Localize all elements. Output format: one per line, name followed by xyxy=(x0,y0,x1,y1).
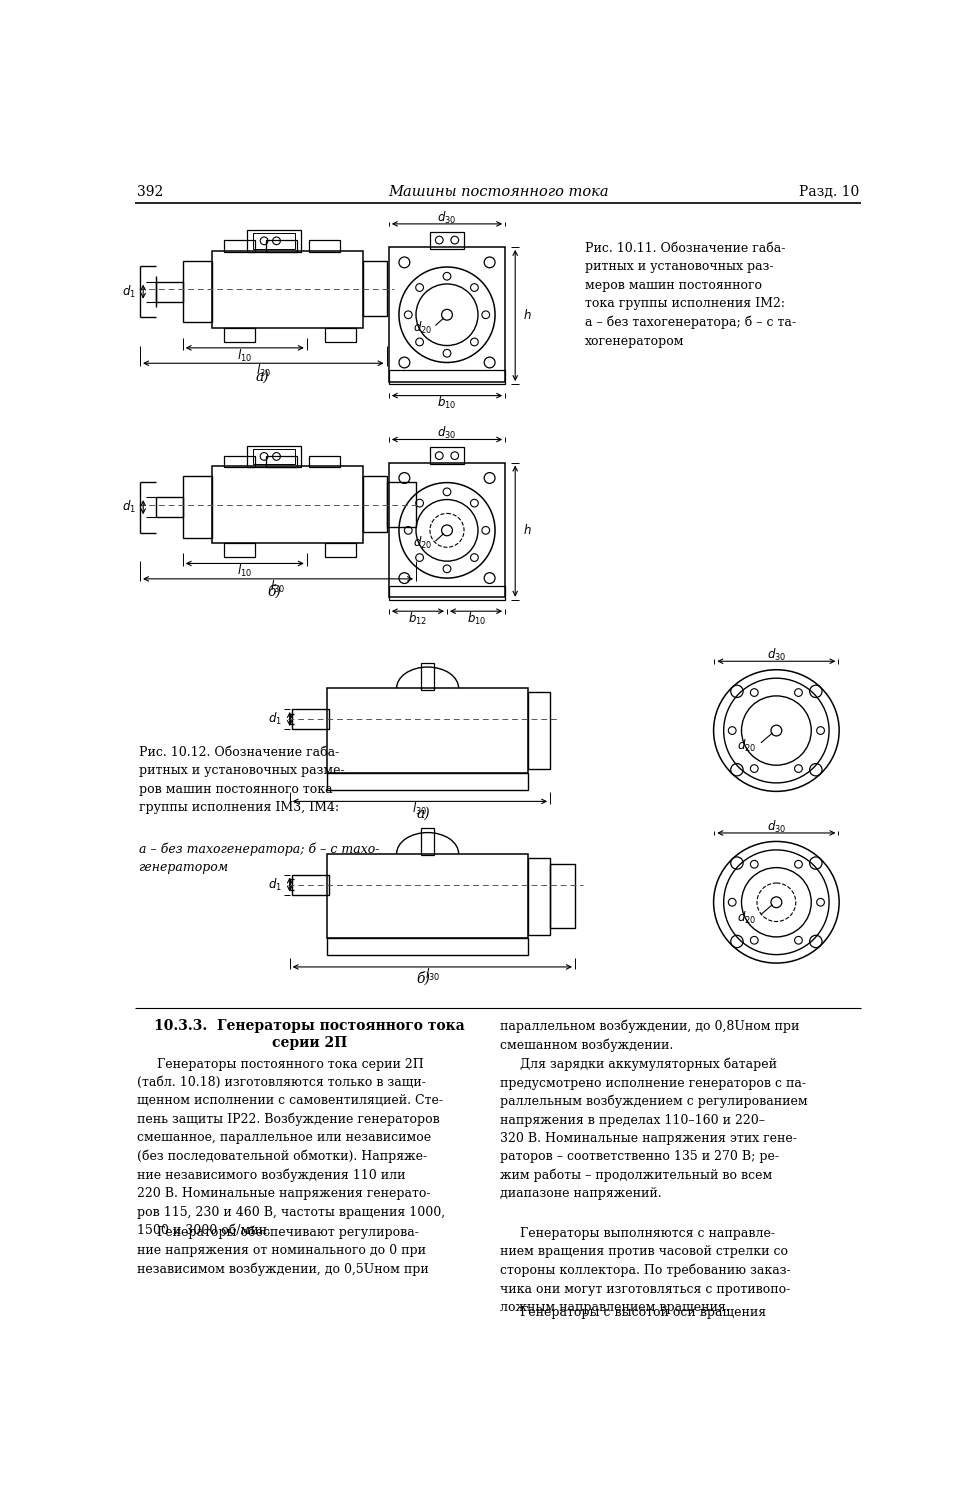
Bar xyxy=(224,328,255,342)
Text: $d_{30}$: $d_{30}$ xyxy=(437,210,457,226)
Text: $d_1$: $d_1$ xyxy=(122,284,135,300)
Bar xyxy=(309,456,340,466)
Bar xyxy=(212,466,364,543)
Bar xyxy=(224,240,255,252)
Text: Для зарядки аккумуляторных батарей
предусмотрено исполнение генераторов с па-
ра: Для зарядки аккумуляторных батарей преду… xyxy=(500,1058,808,1200)
Text: $l_{30}$: $l_{30}$ xyxy=(425,966,440,982)
Bar xyxy=(327,688,529,772)
Bar xyxy=(422,828,434,855)
Bar xyxy=(327,853,529,939)
Text: $d_{20}$: $d_{20}$ xyxy=(412,320,432,336)
Text: $l_{30}$: $l_{30}$ xyxy=(270,579,286,594)
Bar xyxy=(422,663,434,690)
Text: а): а) xyxy=(417,807,431,820)
Text: $b_{12}$: $b_{12}$ xyxy=(408,610,427,627)
Text: $b_{10}$: $b_{10}$ xyxy=(467,610,486,627)
Bar xyxy=(327,939,529,956)
Text: 10.3.3.  Генераторы постоянного тока: 10.3.3. Генераторы постоянного тока xyxy=(155,1020,466,1034)
Text: б): б) xyxy=(267,585,281,598)
Text: $d_{30}$: $d_{30}$ xyxy=(767,819,786,836)
Bar xyxy=(266,240,297,252)
Text: $d_{20}$: $d_{20}$ xyxy=(738,738,756,754)
Bar xyxy=(387,482,416,526)
Text: $d_1$: $d_1$ xyxy=(122,500,135,516)
Text: $l_{30}$: $l_{30}$ xyxy=(256,363,271,380)
Bar xyxy=(529,692,550,770)
Text: серии 2П: серии 2П xyxy=(272,1036,347,1050)
Text: $b_{10}$: $b_{10}$ xyxy=(437,396,457,411)
Bar xyxy=(389,462,505,597)
Bar xyxy=(430,447,464,464)
Text: Генераторы обеспечивают регулирова-
ние напряжения от номинального до 0 при
неза: Генераторы обеспечивают регулирова- ние … xyxy=(137,1226,429,1276)
Text: $l_{10}$: $l_{10}$ xyxy=(237,562,253,579)
Text: $d_{30}$: $d_{30}$ xyxy=(437,426,457,441)
Bar xyxy=(156,496,183,517)
Bar xyxy=(247,446,301,466)
Bar xyxy=(327,772,529,790)
Text: $h$: $h$ xyxy=(523,524,532,537)
Bar xyxy=(266,456,297,466)
Bar xyxy=(430,231,464,249)
Text: $l_{10}$: $l_{10}$ xyxy=(237,348,253,363)
Text: $d_{30}$: $d_{30}$ xyxy=(767,646,786,663)
Text: а – без тахогенератора; б – с тахо-
генератором: а – без тахогенератора; б – с тахо- гене… xyxy=(139,842,379,874)
Text: Рис. 10.12. Обозначение габа-
ритных и установочных разме-
ров машин постоянного: Рис. 10.12. Обозначение габа- ритных и у… xyxy=(139,746,344,814)
Text: $h$: $h$ xyxy=(523,308,532,322)
Bar xyxy=(212,251,364,328)
Text: $d_{20}$: $d_{20}$ xyxy=(738,909,756,926)
Bar xyxy=(292,710,330,729)
Text: а): а) xyxy=(256,369,269,382)
Bar xyxy=(550,864,574,928)
Bar xyxy=(364,261,387,316)
Text: 392: 392 xyxy=(137,184,163,198)
Text: б): б) xyxy=(417,972,431,986)
Bar xyxy=(156,282,183,302)
Text: Генераторы выполняются с направле-
нием вращения против часовой стрелки со
сторо: Генераторы выполняются с направле- нием … xyxy=(500,1227,790,1314)
Text: $d_{20}$: $d_{20}$ xyxy=(412,536,432,552)
Bar xyxy=(364,477,387,532)
Text: Генераторы с высотой оси вращения: Генераторы с высотой оси вращения xyxy=(500,1305,766,1318)
Text: $d_1$: $d_1$ xyxy=(268,711,282,728)
Text: $d_1$: $d_1$ xyxy=(268,876,282,892)
Text: $l_{30}$: $l_{30}$ xyxy=(412,801,428,818)
Text: Генераторы постоянного тока серии 2П
(табл. 10.18) изготовляются только в защи-
: Генераторы постоянного тока серии 2П (та… xyxy=(137,1058,445,1238)
Bar xyxy=(183,261,212,322)
Bar xyxy=(389,586,505,600)
Text: Рис. 10.11. Обозначение габа-
ритных и установочных раз-
меров машин постоянного: Рис. 10.11. Обозначение габа- ритных и у… xyxy=(585,242,796,348)
Bar xyxy=(254,232,295,249)
Bar xyxy=(325,543,356,558)
Bar xyxy=(224,543,255,558)
Bar xyxy=(247,230,301,252)
Bar xyxy=(389,370,505,384)
Bar xyxy=(389,248,505,381)
Text: Разд. 10: Разд. 10 xyxy=(799,184,859,198)
Text: Машины постоянного тока: Машины постоянного тока xyxy=(388,184,608,198)
Bar xyxy=(325,328,356,342)
Bar xyxy=(292,874,330,894)
Bar xyxy=(309,240,340,252)
Bar xyxy=(224,456,255,466)
Bar xyxy=(183,477,212,538)
Bar xyxy=(529,858,550,934)
Bar xyxy=(254,448,295,464)
Text: параллельном возбуждении, до 0,8Uном при
смешанном возбуждении.: параллельном возбуждении, до 0,8Uном при… xyxy=(500,1020,799,1052)
